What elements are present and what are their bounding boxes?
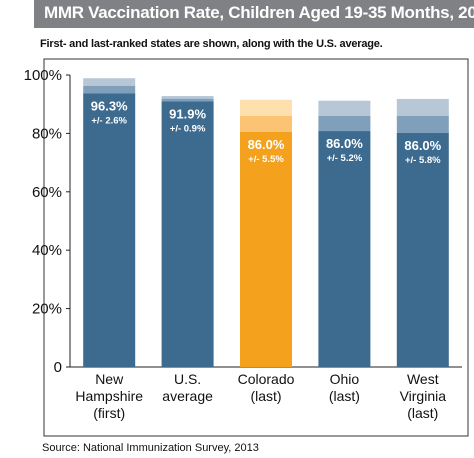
bar-margin-lower xyxy=(83,85,136,94)
category-label: Ohio xyxy=(330,371,360,387)
bar xyxy=(240,131,292,367)
y-tick-label: 40% xyxy=(32,242,62,259)
bar-margin-upper xyxy=(240,99,292,116)
bar-margin-lower xyxy=(240,115,292,132)
bar-margin-lower xyxy=(396,115,449,133)
bar xyxy=(318,131,371,367)
category-label: Hampshire xyxy=(75,388,143,404)
bar xyxy=(161,101,214,367)
value-label: 86.0% xyxy=(404,138,441,153)
category-label: New xyxy=(95,371,124,387)
category-label: Virginia xyxy=(400,388,447,404)
category-label: Colorado xyxy=(238,371,295,387)
bar-margin-lower xyxy=(161,98,214,102)
margin-label: +/- 5.2% xyxy=(327,153,363,164)
source-note: Source: National Immunization Survey, 20… xyxy=(42,442,259,454)
value-label: 96.3% xyxy=(91,98,128,113)
y-tick-label: 60% xyxy=(32,184,62,201)
title-bar xyxy=(34,0,474,28)
y-axis: 0 20% 40% 60% 80% 100% xyxy=(24,67,462,376)
bar-margin-lower xyxy=(318,115,371,132)
x-axis: NewHampshire(first)U.S.averageColorado(l… xyxy=(75,371,446,421)
bar-margin-upper xyxy=(83,78,136,86)
value-label: 86.0% xyxy=(248,137,285,152)
margin-label: +/- 2.6% xyxy=(91,115,127,126)
category-label: average xyxy=(162,388,213,404)
y-tick-label: 80% xyxy=(32,125,62,142)
value-label: 91.9% xyxy=(169,106,206,121)
category-label: (last) xyxy=(329,388,360,404)
plot-frame xyxy=(43,58,469,437)
bar-margin-upper xyxy=(396,98,449,116)
category-label: West xyxy=(407,371,439,387)
category-label: U.S. xyxy=(174,371,201,387)
bar xyxy=(396,132,449,367)
chart-subtitle: First- and last-ranked states are shown,… xyxy=(40,38,383,50)
bar xyxy=(83,93,136,367)
y-tick-label: 20% xyxy=(32,301,62,318)
chart-title: MMR Vaccination Rate, Children Aged 19-3… xyxy=(44,3,474,22)
bars xyxy=(83,78,449,367)
value-label: 86.0% xyxy=(326,136,363,151)
category-label: (last) xyxy=(250,388,281,404)
category-label: (last) xyxy=(407,405,438,421)
margin-label: +/- 0.9% xyxy=(170,123,206,134)
margin-label: +/- 5.8% xyxy=(405,155,441,166)
y-tick-label: 100% xyxy=(24,67,62,84)
bar-margin-upper xyxy=(161,96,214,99)
bar-labels: 96.3% +/- 2.6% 91.9% +/- 0.9% 86.0% +/- 5.5% 8… xyxy=(91,98,442,165)
category-label: (first) xyxy=(93,405,125,421)
bar-margin-upper xyxy=(318,100,371,116)
margin-label: +/- 5.5% xyxy=(248,154,284,165)
y-tick-label: 0 xyxy=(54,359,62,376)
